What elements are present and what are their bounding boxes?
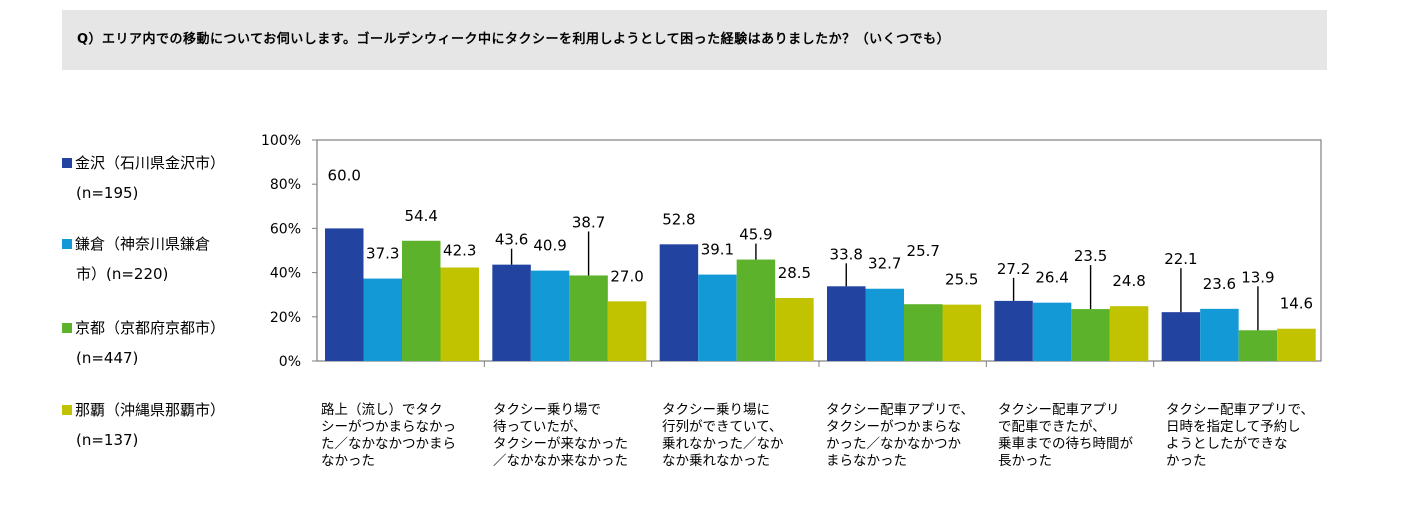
legend-label-kamakura: 鎌倉（神奈川県鎌倉 [75,235,211,253]
legend-item-kyoto: 京都（京都府京都市） (n=447) [62,313,225,373]
data-label-kamakura-6: 23.6 [1203,275,1236,293]
category-label-6: タクシー配車アプリで、 日時を指定して予約し ようとしたができな かった [1166,402,1314,469]
question-banner: Q）エリア内での移動についてお伺いします。ゴールデンウィーク中にタクシーを利用し… [62,10,1327,70]
bar-kanazawa-3 [659,244,699,361]
data-label-kanazawa-5: 27.2 [997,260,1030,278]
data-label-naha-4: 25.5 [945,271,978,289]
data-label-kyoto-5: 23.5 [1074,247,1107,265]
bar-kamakura-5 [1032,302,1072,361]
data-label-kanazawa-3: 52.8 [662,210,695,228]
data-label-kanazawa-4: 33.8 [830,245,863,263]
data-label-kamakura-1: 37.3 [366,245,399,263]
data-label-kamakura-2: 40.9 [533,237,566,255]
category-label-4: タクシー配車アプリで、 タクシーがつかまらな かった／なかなかつか まらなかった [826,402,974,469]
category-label-1: 路上（流し）でタク シーがつかまらなかっ た／なかなかつかまら なかった [321,402,456,469]
question-text: Q）エリア内での移動についてお伺いします。ゴールデンウィーク中にタクシーを利用し… [77,32,951,47]
legend-item-kamakura: 鎌倉（神奈川県鎌倉 市）(n=220) [62,229,210,289]
bar-kanazawa-4 [827,286,866,361]
data-label-kamakura-5: 26.4 [1035,269,1068,287]
bar-kyoto-2 [569,275,608,361]
bar-kyoto-1 [402,240,441,361]
bar-kamakura-6 [1200,308,1239,361]
legend-item-naha: 那覇（沖縄県那覇市） (n=137) [62,395,225,455]
bar-kanazawa-5 [994,300,1033,361]
legend-label-kyoto: 京都（京都府京都市） [75,319,226,337]
bar-kamakura-4 [865,288,904,361]
data-label-kyoto-4: 25.7 [907,242,940,260]
bar-kyoto-4 [904,304,943,361]
legend-n-kamakura: 市）(n=220) [76,265,169,283]
legend-n-naha: (n=137) [76,431,139,449]
legend-label-kanazawa: 金沢（石川県金沢市） [75,154,226,172]
category-label-2: タクシー乗り場で 待っていたが、 タクシーが来なかった ／なかなか来なかった [493,402,628,469]
y-tick-label: 100% [261,133,301,149]
data-label-kyoto-1: 54.4 [405,207,438,225]
bar-kamakura-3 [698,274,737,361]
data-label-kyoto-6: 13.9 [1241,268,1274,286]
bar-naha-6 [1277,328,1316,361]
legend-item-kanazawa: 金沢（石川県金沢市） (n=195) [62,148,225,208]
bar-kamakura-2 [530,270,570,361]
data-label-naha-1: 42.3 [443,242,476,260]
legend-n-kanazawa: (n=195) [76,184,139,202]
bar-kyoto-5 [1071,309,1110,361]
legend-label-naha: 那覇（沖縄県那覇市） [75,401,226,419]
data-label-naha-3: 28.5 [778,264,811,282]
bar-naha-1 [440,267,479,361]
bar-naha-4 [942,304,981,361]
data-label-kyoto-3: 45.9 [739,226,772,244]
bar-naha-3 [775,298,814,361]
legend-swatch-kamakura [62,239,72,249]
bar-kanazawa-2 [492,264,531,361]
legend-swatch-kyoto [62,323,72,333]
bar-kamakura-1 [363,278,402,361]
legend-n-kyoto: (n=447) [76,349,139,367]
bar-kyoto-3 [736,259,776,361]
bar-naha-5 [1109,306,1149,361]
y-tick-label: 0% [279,354,301,370]
category-label-5: タクシー配車アプリ で配車できたが、 乗車までの待ち時間が 長かった [998,402,1133,469]
legend-swatch-naha [62,405,72,415]
y-tick-label: 20% [270,310,301,326]
y-tick-label: 60% [270,221,301,237]
bar-kanazawa-6 [1161,312,1201,361]
data-label-kanazawa-6: 22.1 [1164,250,1197,268]
data-label-kamakura-4: 32.7 [868,255,901,273]
bar-kyoto-6 [1238,330,1278,361]
legend-swatch-kanazawa [62,158,72,168]
data-label-naha-2: 27.0 [610,267,643,285]
y-tick-label: 40% [270,266,301,282]
bar-naha-2 [607,301,647,361]
data-label-kanazawa-1: 60.0 [328,166,361,184]
data-label-naha-6: 14.6 [1280,295,1313,313]
y-tick-label: 80% [270,177,301,193]
data-label-kamakura-3: 39.1 [701,241,734,259]
data-label-kyoto-2: 38.7 [572,213,605,231]
category-label-3: タクシー乗り場に 行列ができていて、 乗れなかった／なか なか乗れなかった [662,402,784,469]
data-label-kanazawa-2: 43.6 [495,231,528,249]
bar-kanazawa-1 [325,228,364,361]
data-label-naha-5: 24.8 [1112,272,1145,290]
